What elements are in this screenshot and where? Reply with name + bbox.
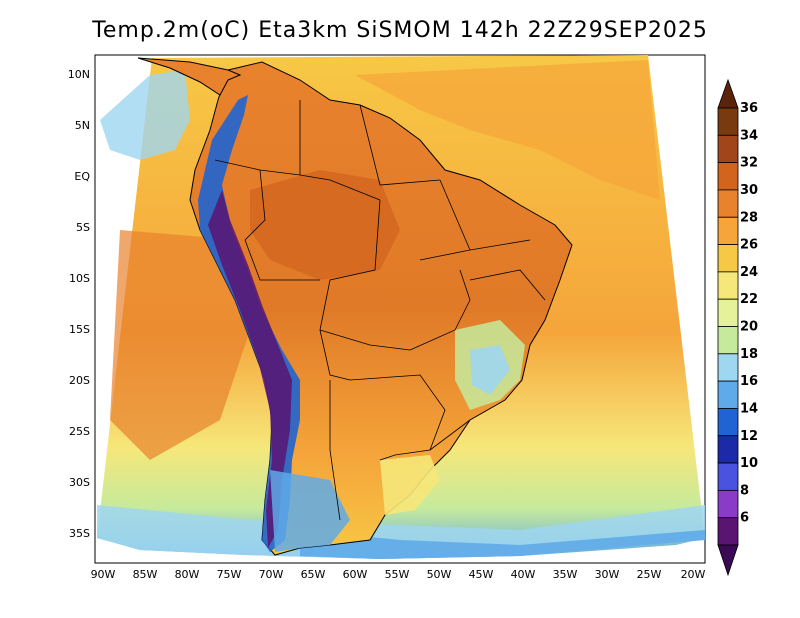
lon-label: 35W	[553, 568, 578, 581]
colorbar-segment	[717, 489, 739, 519]
colorbar-bottom-arrow	[717, 544, 739, 577]
lon-label: 55W	[385, 568, 410, 581]
colorbar-segment	[717, 271, 739, 300]
colorbar-labels: 36 34 32 30 28 26 24 22 20 18 16 14 12 10 8 6	[740, 101, 758, 526]
latitude-axis: 10N 5N EQ 5S 10S 15S 20S 25S 30S 35S	[68, 68, 91, 540]
colorbar-segment	[717, 162, 739, 191]
colorbar-segment	[717, 189, 739, 218]
andes-coldest-peaks	[208, 190, 292, 548]
colorbar-label: 36	[740, 101, 758, 116]
colorbar-segment	[717, 517, 739, 546]
colorbar-label: 6	[740, 511, 749, 526]
patagonia-cool-region	[270, 470, 350, 552]
colorbar-segment	[717, 298, 739, 327]
colorbar-label: 24	[740, 265, 758, 280]
lon-label: 45W	[469, 568, 494, 581]
lat-label: 25S	[69, 425, 90, 438]
colorbar-label: 16	[740, 374, 758, 389]
lat-label: 35S	[69, 527, 90, 540]
colorbar-segment	[717, 134, 739, 164]
colorbar-label: 12	[740, 429, 758, 444]
colorbar-segment	[717, 326, 739, 355]
colorbar-top-arrow	[717, 78, 739, 109]
colorbar-segment	[717, 244, 739, 273]
colorbar: 36 34 32 30 28 26 24 22 20 18 16 14 12 10 8 6	[717, 78, 758, 577]
colorbar-label: 10	[740, 456, 758, 471]
country-borders	[214, 100, 546, 521]
colorbar-label: 14	[740, 401, 758, 416]
lat-label: 5S	[76, 221, 90, 234]
southern-cold-band	[300, 530, 705, 559]
atlantic-warm-region	[355, 60, 660, 200]
lat-label: 10S	[69, 272, 90, 285]
lat-label: EQ	[74, 170, 90, 183]
pacific-cool-region	[100, 70, 190, 160]
uruguay-mild-region	[380, 455, 440, 515]
lon-label: 75W	[217, 568, 242, 581]
amazon-hot-region	[250, 170, 400, 280]
lat-label: 15S	[69, 323, 90, 336]
southeast-brazil-cool-region	[470, 345, 510, 395]
colorbar-segment	[717, 408, 739, 437]
lat-label: 5N	[75, 119, 90, 132]
colorbar-label: 30	[740, 183, 758, 198]
colorbar-segment	[717, 462, 739, 491]
colorbar-label: 22	[740, 292, 758, 307]
lat-label: 10N	[68, 68, 90, 81]
colorbar-label: 28	[740, 210, 758, 225]
lon-label: 50W	[427, 568, 452, 581]
lon-label: 80W	[175, 568, 200, 581]
pacific-warm-region	[110, 230, 250, 460]
colorbar-segment	[717, 435, 739, 464]
lon-label: 90W	[91, 568, 116, 581]
colorbar-segment	[717, 380, 739, 409]
lon-label: 65W	[301, 568, 326, 581]
colorbar-label: 32	[740, 156, 758, 171]
colorbar-segment	[717, 216, 739, 245]
map-title: Temp.2m(oC) Eta3km SiSMOM 142h 22Z29SEP2…	[92, 18, 708, 43]
lon-label: 85W	[133, 568, 158, 581]
lon-label: 30W	[595, 568, 620, 581]
colorbar-label: 8	[740, 483, 749, 498]
colorbar-segment	[717, 107, 739, 136]
central-america	[137, 57, 242, 96]
lon-label: 20W	[681, 568, 706, 581]
colorbar-label: 34	[740, 128, 758, 143]
longitude-axis: 90W 85W 80W 75W 70W 65W 60W 55W 50W 45W …	[91, 568, 706, 581]
colorbar-segment	[717, 353, 739, 382]
colorbar-label: 20	[740, 320, 758, 335]
colorbar-label: 18	[740, 347, 758, 362]
colorbar-label: 26	[740, 238, 758, 253]
colorbar-segments	[717, 107, 739, 546]
lon-label: 40W	[511, 568, 536, 581]
lon-label: 25W	[637, 568, 662, 581]
lat-label: 30S	[69, 476, 90, 489]
lat-label: 20S	[69, 374, 90, 387]
lon-label: 60W	[343, 568, 368, 581]
lon-label: 70W	[259, 568, 284, 581]
